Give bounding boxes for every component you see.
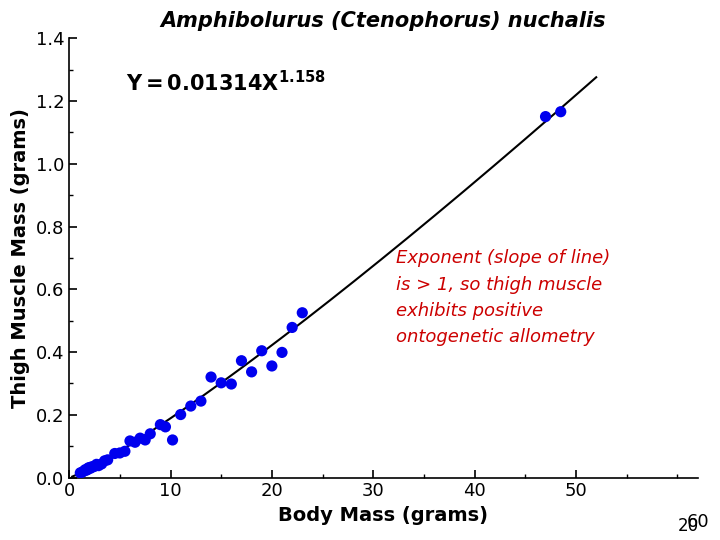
Point (96, 460, 107, 468)
Point (81, 465, 93, 474)
Point (135, 434, 146, 442)
Point (114, 449, 125, 457)
Point (88, 462, 99, 471)
Point (145, 429, 156, 438)
Point (78, 467, 90, 475)
Point (215, 379, 227, 387)
Point (86, 463, 97, 471)
Point (119, 447, 130, 456)
Point (89, 462, 100, 470)
Point (287, 323, 298, 332)
Point (235, 356, 247, 365)
Point (185, 402, 197, 410)
Point (555, 107, 567, 116)
Point (205, 373, 217, 381)
Point (81, 466, 92, 475)
Point (130, 438, 141, 447)
Point (175, 410, 186, 419)
Point (102, 456, 114, 464)
Point (125, 437, 136, 445)
Point (109, 449, 120, 458)
Text: 60: 60 (686, 513, 709, 531)
Point (167, 436, 179, 444)
Y-axis label: Thigh Muscle Mass (grams): Thigh Muscle Mass (grams) (11, 108, 30, 408)
Point (99, 456, 110, 465)
Point (540, 112, 552, 121)
Text: Exponent (slope of line)
is > 1, so thigh muscle
exhibits positive
ontogenetic a: Exponent (slope of line) is > 1, so thig… (396, 249, 610, 346)
Point (246, 368, 257, 376)
Point (297, 308, 308, 317)
X-axis label: Body Mass (grams): Body Mass (grams) (279, 506, 488, 525)
Point (195, 397, 207, 406)
Point (91, 460, 102, 469)
Title: Amphibolurus (Ctenophorus) nuchalis: Amphibolurus (Ctenophorus) nuchalis (161, 11, 606, 31)
Point (84, 463, 95, 472)
Text: 20: 20 (678, 517, 698, 535)
Point (266, 362, 278, 370)
Point (140, 436, 151, 444)
Point (256, 347, 268, 355)
Point (225, 380, 237, 388)
Point (93, 461, 104, 470)
Point (75, 469, 86, 477)
Point (83, 463, 94, 472)
Text: $\bf{Y = 0.01314X^{1.158}}$: $\bf{Y = 0.01314X^{1.158}}$ (126, 70, 325, 95)
Point (85, 464, 96, 472)
Point (155, 420, 166, 429)
Point (160, 422, 171, 431)
Point (76, 468, 88, 476)
Point (276, 348, 288, 357)
Point (80, 465, 91, 474)
